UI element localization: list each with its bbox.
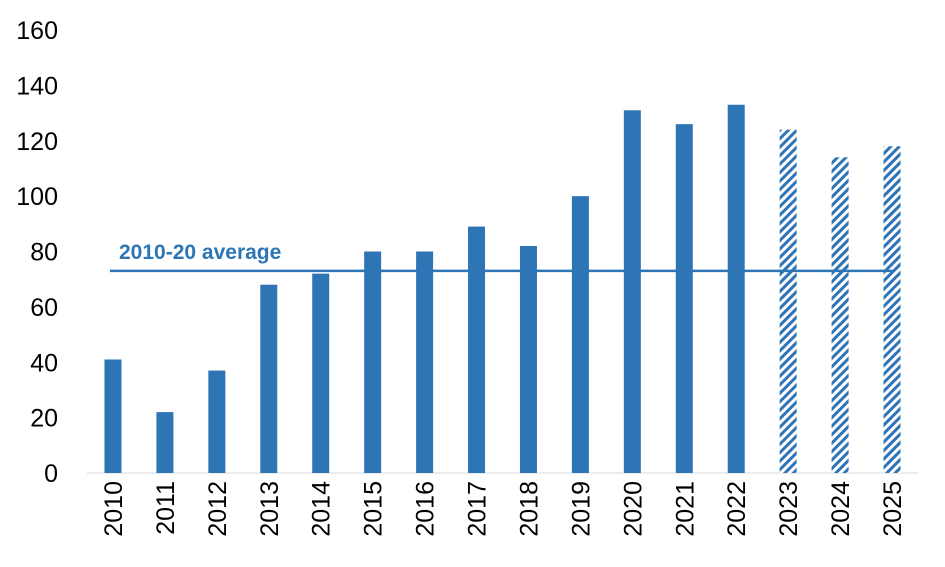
bar-2010 bbox=[104, 359, 122, 473]
bar-2021 bbox=[675, 124, 693, 473]
bar-2015 bbox=[364, 251, 382, 473]
y-tick-label: 120 bbox=[16, 128, 58, 156]
average-line-group: 2010-20 average bbox=[110, 241, 895, 273]
bar-2017 bbox=[468, 226, 486, 473]
bar-2018 bbox=[519, 245, 537, 473]
bar-2011 bbox=[156, 412, 174, 473]
bar-2019 bbox=[571, 196, 589, 473]
x-tick-label: 2024 bbox=[827, 481, 855, 537]
bar-forecast-2024 bbox=[831, 157, 849, 474]
x-tick-label: 2010 bbox=[100, 481, 128, 537]
y-tick-label: 60 bbox=[30, 294, 58, 322]
bar-2013 bbox=[260, 284, 278, 473]
bar-2012 bbox=[208, 370, 226, 473]
bar-2022 bbox=[727, 104, 745, 473]
y-tick-label: 40 bbox=[30, 349, 58, 377]
y-tick-label: 80 bbox=[30, 239, 58, 267]
y-tick-label: 160 bbox=[16, 17, 58, 45]
x-tick-label: 2017 bbox=[464, 481, 492, 537]
x-tick-label: 2016 bbox=[412, 481, 440, 537]
x-tick-label: 2025 bbox=[879, 481, 907, 537]
x-tick-label: 2014 bbox=[308, 481, 336, 537]
x-axis: 2010 2011 2012 2013 2014 2015 2016 2017 2018 2019… bbox=[100, 481, 907, 537]
x-tick-label: 2022 bbox=[723, 481, 751, 537]
y-tick-label: 20 bbox=[30, 405, 58, 433]
y-tick-label: 140 bbox=[16, 72, 58, 100]
y-tick-label: 0 bbox=[44, 460, 58, 488]
y-tick-label: 100 bbox=[16, 183, 58, 211]
average-line-label: 2010-20 average bbox=[119, 241, 281, 264]
x-tick-label: 2011 bbox=[152, 481, 180, 535]
bar-2014 bbox=[312, 273, 330, 473]
x-tick-label: 2020 bbox=[619, 481, 647, 537]
x-tick-label: 2012 bbox=[204, 481, 232, 537]
bar-2016 bbox=[416, 251, 434, 473]
x-tick-label: 2013 bbox=[256, 481, 284, 537]
y-axis: 0 20 40 60 80 100 120 140 160 bbox=[16, 17, 918, 488]
x-tick-label: 2019 bbox=[567, 481, 595, 537]
bar-2020 bbox=[623, 110, 641, 473]
x-tick-label: 2023 bbox=[775, 481, 803, 537]
bar-series bbox=[104, 104, 901, 474]
bar-forecast-2025 bbox=[883, 146, 901, 473]
bar-forecast-2023 bbox=[779, 129, 797, 474]
x-tick-label: 2015 bbox=[360, 481, 388, 537]
x-tick-label: 2021 bbox=[671, 481, 699, 537]
x-tick-label: 2018 bbox=[515, 481, 543, 537]
